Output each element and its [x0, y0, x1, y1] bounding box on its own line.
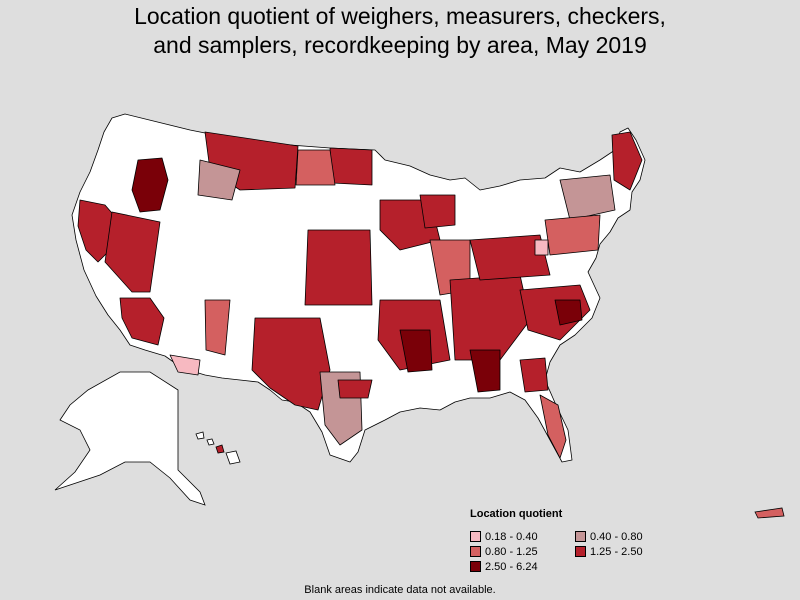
region-northeast-1: [559, 174, 616, 221]
title-line-1: Location quotient of weighers, measurers…: [134, 3, 666, 29]
legend-label: 0.40 - 0.80: [590, 530, 643, 543]
region-tx: [251, 317, 331, 411]
legend-swatch: [470, 561, 481, 572]
region-fl: [539, 394, 567, 459]
region-southeast-2: [469, 349, 501, 393]
legend-swatch: [470, 531, 481, 542]
region-ga-south: [519, 357, 549, 393]
region-az-small: [169, 354, 201, 376]
alaska: [54, 371, 206, 506]
contiguous-us: [71, 113, 646, 463]
region-nm-east: [204, 299, 231, 356]
region-northeast-2: [544, 214, 601, 256]
legend: Location quotient 0.18 - 0.40 0.40 - 0.8…: [470, 508, 690, 573]
region-wy-co-area: [197, 159, 241, 201]
legend-swatch: [575, 531, 586, 542]
region-oh-small-pink: [534, 239, 549, 256]
legend-item: 0.80 - 1.25: [470, 545, 575, 558]
legend-swatch: [575, 546, 586, 557]
legend-label: 0.18 - 0.40: [485, 530, 538, 543]
region-nd: [329, 147, 373, 186]
map-title: Location quotient of weighers, measurers…: [0, 2, 800, 60]
region-carolinas: [519, 284, 591, 341]
hawaii: [195, 431, 241, 465]
legend-grid: 0.18 - 0.40 0.40 - 0.80 0.80 - 1.25 1.25…: [470, 530, 690, 573]
region-ohio-valley: [469, 234, 551, 281]
region-me: [611, 131, 643, 191]
region-nc-east: [554, 299, 583, 326]
legend-title: Location quotient: [470, 508, 563, 520]
footnote: Blank areas indicate data not available.: [304, 584, 496, 596]
legend-label: 2.50 - 6.24: [485, 560, 538, 573]
region-south-2: [399, 329, 433, 373]
legend-item: 0.40 - 0.80: [575, 530, 680, 543]
legend-label: 0.80 - 1.25: [485, 545, 538, 558]
legend-label: 1.25 - 2.50: [590, 545, 643, 558]
region-ca-south: [119, 297, 165, 346]
title-line-2: and samplers, recordkeeping by area, May…: [153, 32, 647, 58]
region-nv: [104, 211, 161, 293]
region-or-wa-east: [131, 157, 169, 213]
legend-swatch: [470, 546, 481, 557]
region-tx-south: [337, 379, 373, 399]
region-wi-mi: [419, 194, 456, 229]
legend-item: 0.18 - 0.40: [470, 530, 575, 543]
legend-item: 1.25 - 2.50: [575, 545, 680, 558]
puerto-rico: [754, 507, 785, 519]
legend-item: 2.50 - 6.24: [470, 560, 575, 573]
region-sd: [295, 149, 336, 186]
region-ks-ne: [304, 229, 373, 306]
